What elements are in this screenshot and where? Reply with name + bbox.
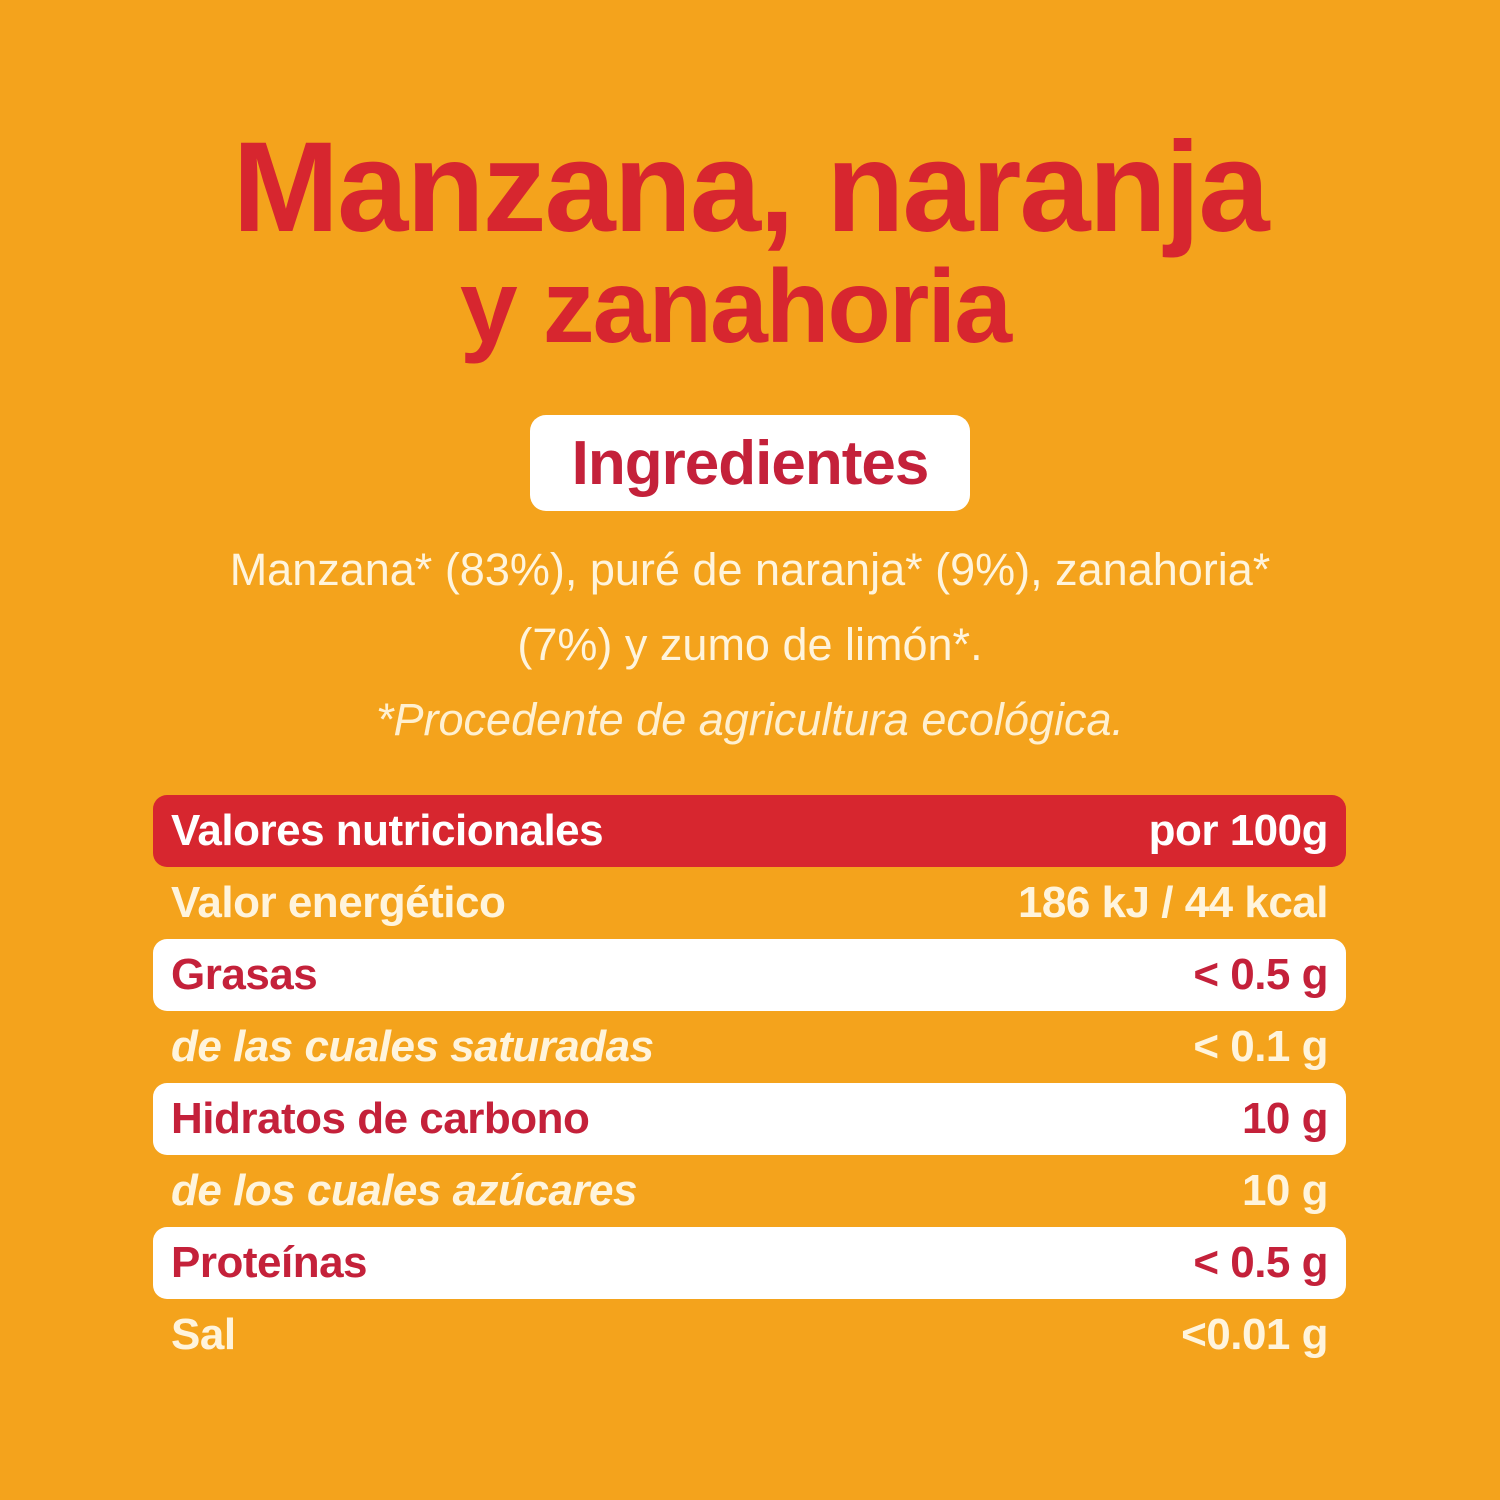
nutrition-header-row: Valores nutricionales por 100g: [153, 795, 1346, 867]
nutrition-table: Valores nutricionales por 100g Valor ene…: [153, 795, 1346, 1371]
table-row: de las cuales saturadas < 0.1 g: [153, 1011, 1346, 1083]
row-label: Hidratos de carbono: [171, 1094, 590, 1143]
row-value: <0.01 g: [1181, 1310, 1328, 1359]
table-row: Grasas < 0.5 g: [153, 939, 1346, 1011]
table-row: de los cuales azúcares 10 g: [153, 1155, 1346, 1227]
product-title-line2: y zanahoria: [459, 249, 1012, 365]
row-label: Grasas: [171, 950, 318, 999]
row-label: de las cuales saturadas: [171, 1022, 654, 1071]
row-label: Proteínas: [171, 1238, 368, 1287]
row-value: < 0.1 g: [1193, 1022, 1328, 1071]
table-row: Valor energético 186 kJ / 44 kcal: [153, 867, 1346, 939]
table-row: Hidratos de carbono 10 g: [153, 1083, 1346, 1155]
row-value: 10 g: [1241, 1166, 1329, 1215]
row-label: de los cuales azúcares: [171, 1166, 637, 1215]
header-value: por 100g: [1148, 806, 1329, 855]
row-value: 10 g: [1241, 1094, 1329, 1143]
ingredients-line2: (7%) y zumo de limón*.: [517, 619, 983, 670]
row-value: < 0.5 g: [1193, 950, 1328, 999]
row-label: Sal: [171, 1310, 236, 1359]
product-title-line1: Manzana, naranja: [232, 116, 1270, 259]
table-row: Proteínas < 0.5 g: [153, 1227, 1346, 1299]
row-value: 186 kJ / 44 kcal: [1017, 878, 1329, 927]
ingredients-note: *Procedente de agricultura ecológica.: [376, 694, 1124, 745]
ingredients-heading-box: Ingredientes: [530, 415, 970, 511]
ingredients-heading: Ingredientes: [571, 428, 930, 498]
row-label: Valor energético: [171, 878, 506, 927]
table-row: Sal <0.01 g: [153, 1299, 1346, 1371]
header-label: Valores nutricionales: [171, 806, 604, 855]
row-value: < 0.5 g: [1193, 1238, 1328, 1287]
ingredients-line1: Manzana* (83%), puré de naranja* (9%), z…: [229, 544, 1271, 595]
ingredients-list: Manzana* (83%), puré de naranja* (9%), z…: [0, 532, 1500, 682]
